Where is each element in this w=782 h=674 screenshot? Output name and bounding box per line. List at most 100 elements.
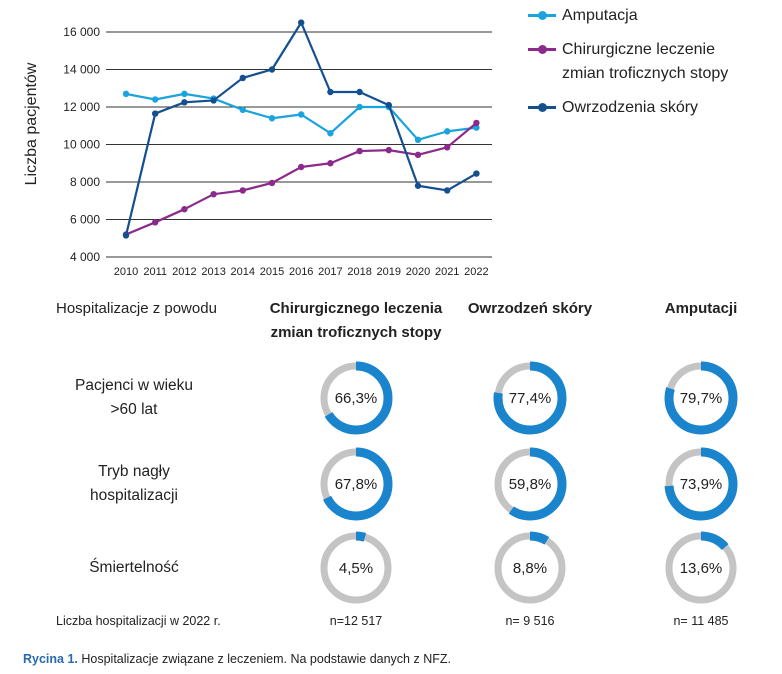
x-tick-label: 2020 (406, 266, 430, 278)
legend-item-amputacja: Amputacja (528, 4, 778, 28)
legend-swatch-amputacja (528, 4, 562, 26)
donut-arc (493, 447, 567, 521)
data-point (210, 97, 217, 104)
y-tick-label: 16 000 (63, 25, 100, 39)
y-tick-label: 8 000 (70, 175, 100, 189)
data-point (268, 179, 276, 187)
data-point (385, 146, 392, 154)
x-tick-label: 2013 (201, 266, 225, 278)
data-point (122, 232, 130, 239)
count-label: n=12 517 (329, 614, 383, 628)
figure-caption: Rycina 1. Hospitalizacje związane z lecz… (23, 652, 451, 666)
donut-arc (493, 531, 567, 605)
donut-chart: 66,3% (319, 361, 393, 435)
donut-value: 79,7% (679, 389, 723, 407)
donut-chart: 79,7% (664, 361, 738, 435)
donut-arc (319, 447, 393, 521)
x-tick-label: 2012 (172, 266, 196, 278)
data-point (327, 130, 334, 137)
row-label-line: Tryb nagły (98, 463, 170, 480)
x-tick-label: 2017 (318, 266, 342, 278)
data-point (181, 99, 188, 106)
donut-value: 73,9% (679, 475, 723, 493)
count-label: n= 11 485 (673, 614, 729, 628)
donut-value: 77,4% (508, 389, 552, 407)
data-point (414, 182, 422, 189)
data-point (473, 124, 480, 131)
legend-item-chirurgiczne: Chirurgiczne leczenie zmian troficznych … (528, 38, 778, 86)
data-point (152, 110, 159, 117)
column-header-line: Owrzodzeń skóry (467, 300, 593, 317)
y-tick-label: 14 000 (63, 63, 100, 77)
donut-arc (664, 447, 738, 521)
data-point (122, 90, 130, 98)
legend-label-owrzodzenia: Owrzodzenia skóry (562, 99, 699, 116)
data-point (327, 160, 334, 167)
count-row-label: Liczba hospitalizacji w 2022 r. (56, 614, 221, 628)
donut-value: 4,5% (338, 559, 374, 577)
donut-value: 13,6% (679, 559, 723, 577)
data-point (239, 106, 246, 114)
data-point (444, 128, 451, 135)
donut-chart: 73,9% (664, 447, 738, 521)
data-point (414, 136, 422, 144)
data-point (414, 151, 422, 159)
y-tick-label: 12 000 (63, 100, 100, 114)
data-point (298, 19, 305, 26)
donut-arc (319, 531, 393, 605)
x-tick-label: 2010 (114, 266, 138, 278)
data-point (473, 170, 480, 177)
x-tick-label: 2019 (377, 266, 401, 278)
column-header: Chirurgicznego leczenia zmian troficznych… (246, 297, 466, 345)
legend-swatch-chirurgiczne (528, 38, 562, 60)
x-tick-label: 2021 (435, 266, 459, 278)
caption-text: Hospitalizacje związane z leczeniem. Na … (77, 652, 451, 666)
data-point (152, 96, 159, 103)
data-point (298, 163, 305, 171)
data-point (385, 101, 392, 109)
column-header: Amputacji (591, 297, 782, 321)
table-header-label: Hospitalizacje z powodu (56, 300, 217, 317)
data-point (181, 205, 188, 213)
data-point (356, 88, 363, 96)
legend-label-amputacja: Amputacja (562, 7, 638, 24)
data-point (268, 115, 276, 122)
donut-arc (664, 361, 738, 435)
data-point (210, 190, 217, 198)
caption-number: Rycina 1. (23, 652, 78, 666)
series-line (124, 21, 477, 236)
donut-chart: 13,6% (664, 531, 738, 605)
row-label-line: Śmiertelność (89, 559, 179, 576)
data-point (181, 90, 188, 98)
count-label: n= 9 516 (505, 614, 555, 628)
donut-chart: 8,8% (493, 531, 567, 605)
column-header-line: zmian troficznych stopy (270, 324, 442, 341)
row-label: Tryb nagły hospitalizacji (34, 460, 234, 508)
donut-value: 8,8% (512, 559, 548, 577)
data-point (444, 187, 451, 194)
donut-arc (664, 531, 738, 605)
x-tick-label: 2022 (464, 266, 488, 278)
data-point (444, 144, 451, 151)
data-point (356, 147, 363, 155)
donut-arc (319, 361, 393, 435)
row-label-line: >60 lat (110, 401, 158, 418)
donut-chart: 77,4% (493, 361, 567, 435)
x-tick-label: 2014 (231, 266, 255, 278)
y-tick-label: 10 000 (63, 138, 100, 152)
data-point (473, 119, 480, 127)
x-tick-label: 2016 (289, 266, 313, 278)
row-label-line: hospitalizacji (90, 487, 178, 504)
data-point (356, 103, 363, 111)
row-label-line: Pacjenci w wieku (74, 377, 194, 394)
donut-value: 66,3% (334, 389, 378, 407)
y-tick-label: 4 000 (70, 250, 100, 264)
data-point (152, 219, 159, 226)
donut-chart: 59,8% (493, 447, 567, 521)
donut-value: 59,8% (508, 475, 552, 493)
y-axis-label: Liczba pacjentów (23, 62, 40, 185)
x-tick-label: 2011 (143, 266, 167, 278)
y-tick-label: 6 000 (70, 213, 100, 227)
data-point (239, 74, 246, 82)
